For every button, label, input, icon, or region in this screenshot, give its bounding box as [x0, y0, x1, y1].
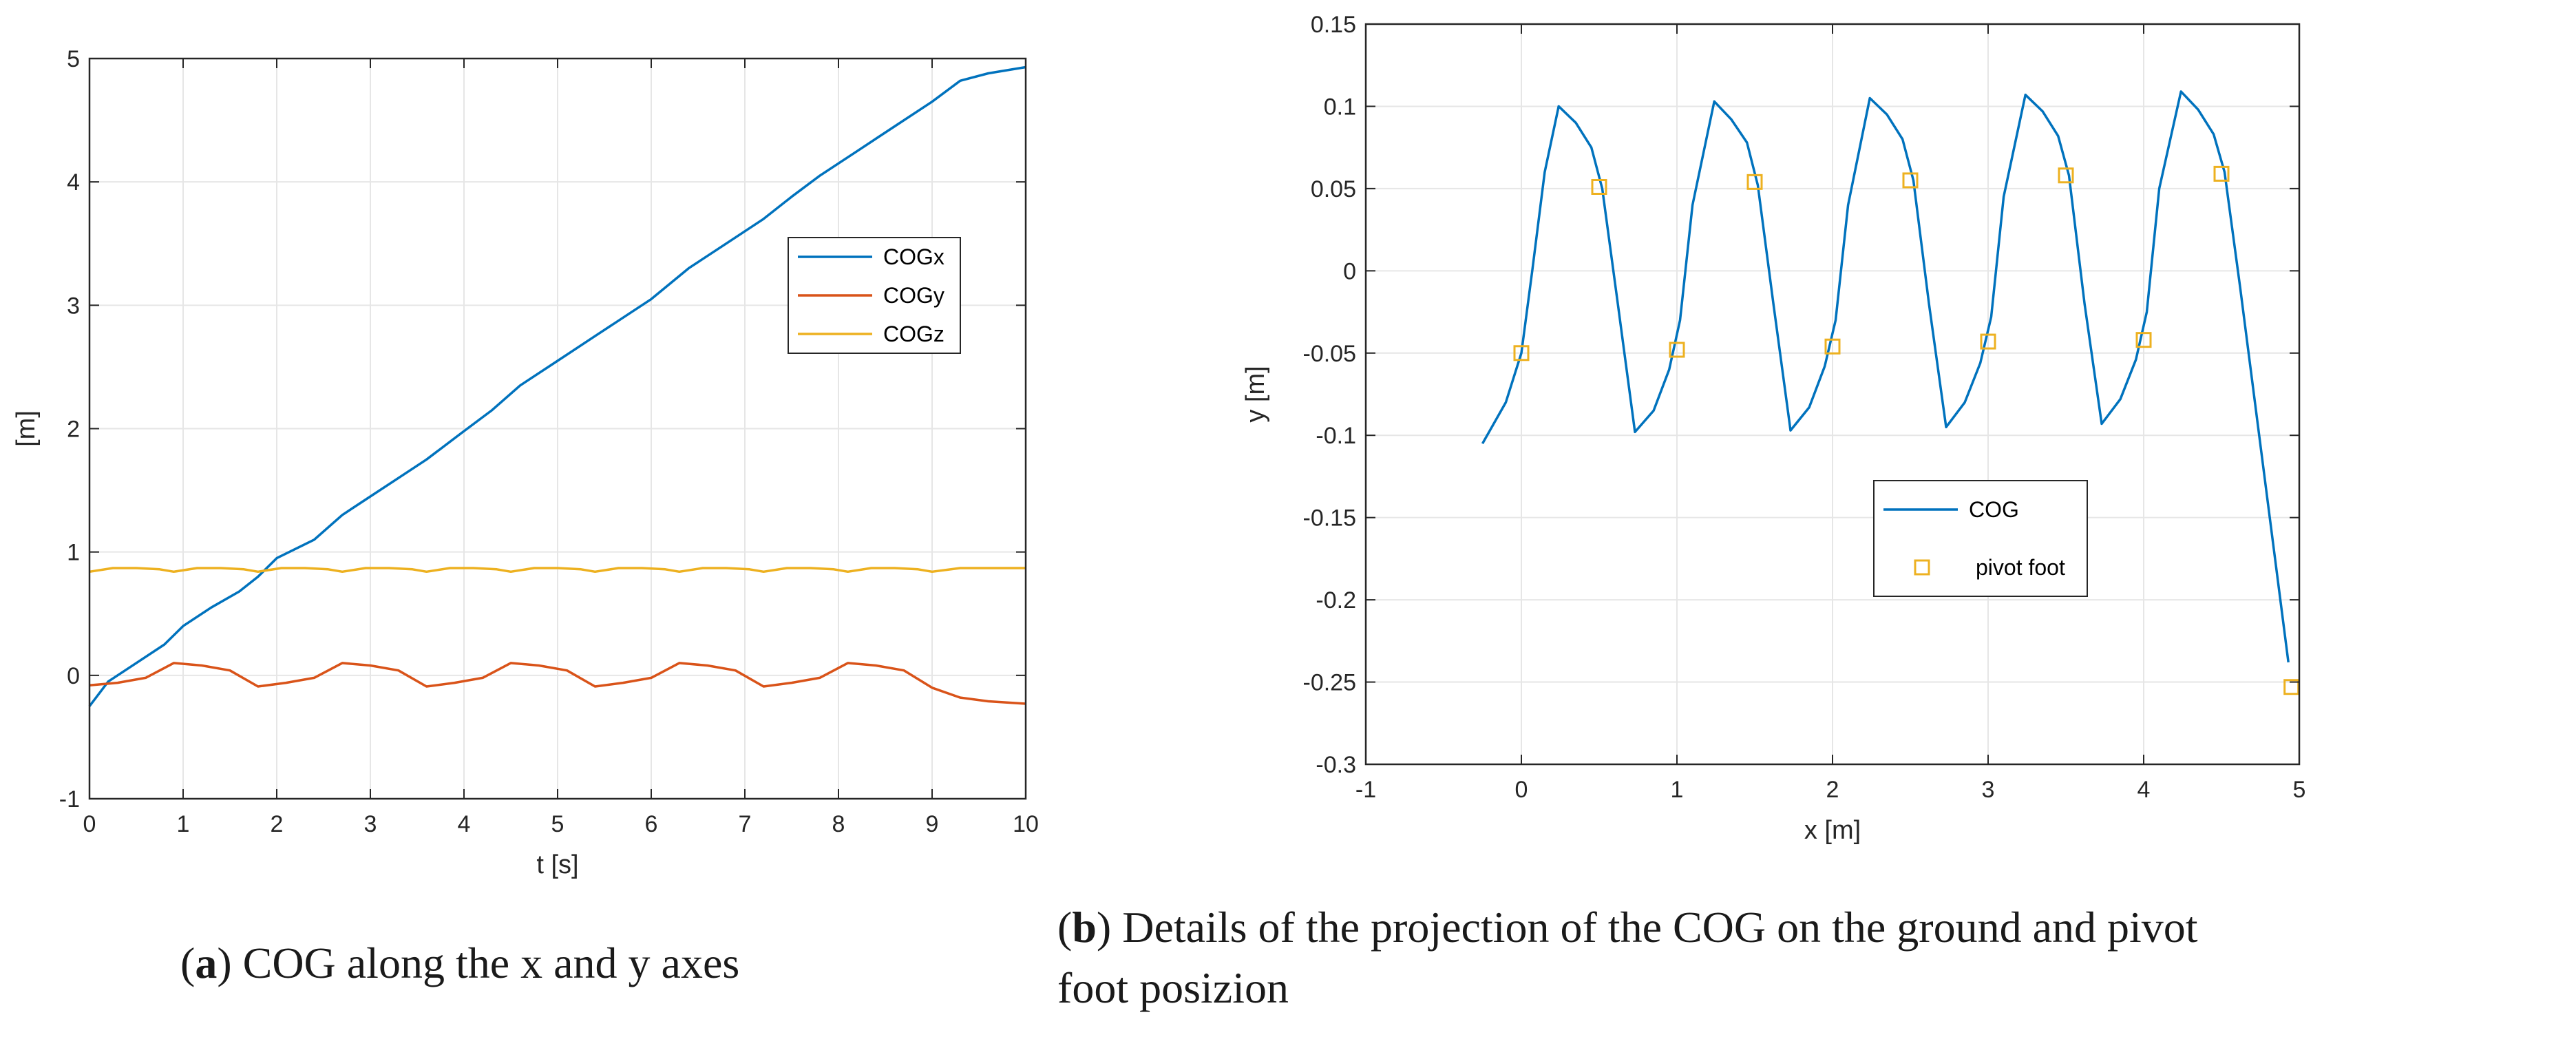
y-tick-label: 5 — [67, 46, 80, 72]
pivot-foot-marker — [1824, 338, 1841, 355]
y-tick-label: -0.25 — [1303, 670, 1357, 696]
x-tick-label: 1 — [1671, 777, 1684, 803]
pivot-foot-marker — [1513, 345, 1530, 361]
x-tick-label: 4 — [2137, 777, 2151, 803]
chart-b-cog-projection: -1 0 1 2 3 4 5 -0.3 -0.25 -0.2 -0.15 -0.1 -0.05 0 0.05… — [1241, 12, 2305, 845]
caption-b-letter: b — [1072, 903, 1097, 952]
series-line-cogx — [88, 65, 1026, 707]
caption-a-letter: a — [195, 939, 218, 987]
y-tick-label: -0.05 — [1303, 341, 1357, 367]
x-axis-label: t [s] — [536, 850, 578, 879]
y-tick-label: -0.1 — [1316, 423, 1356, 449]
pivot-foot-marker — [2213, 165, 2230, 182]
y-tick-label: 0 — [67, 663, 80, 689]
x-tick-label: -1 — [1355, 777, 1376, 803]
pivot-foot-marker — [2058, 167, 2074, 184]
x-tick-label: 8 — [832, 811, 845, 837]
y-tick-label: -0.2 — [1316, 587, 1356, 614]
legend-label: COG — [1969, 497, 2019, 522]
legend-label: COGx — [883, 244, 944, 269]
y-tick-label: 0.1 — [1324, 94, 1356, 120]
x-tick-label: 3 — [364, 811, 377, 837]
y-tick-label: -0.3 — [1316, 752, 1356, 778]
x-tick-label: 2 — [1826, 777, 1839, 803]
y-tick-label: -1 — [59, 786, 80, 813]
caption-b: (b) Details of the projection of the COG… — [1057, 903, 2198, 1012]
legend-box — [1873, 480, 2088, 597]
pivot-foot-marker — [1902, 172, 1919, 189]
x-tick-label: 5 — [551, 811, 564, 837]
y-tick-label: 4 — [67, 169, 80, 196]
y-tick-label: -0.15 — [1303, 505, 1357, 532]
legend-label: COGz — [883, 322, 944, 346]
x-tick-label: 3 — [1982, 777, 1995, 803]
x-tick-label: 1 — [177, 811, 190, 837]
pivot-foot-marker — [1591, 179, 1607, 195]
x-tick-label: 10 — [1013, 811, 1039, 837]
x-tick-label: 4 — [458, 811, 471, 837]
y-axis-label: [m] — [12, 410, 41, 447]
legend-label: COGy — [883, 283, 944, 308]
pivot-foot-marker — [1669, 342, 1685, 358]
pivot-foot-marker — [1746, 174, 1763, 190]
pivot-foot-marker — [1980, 333, 1996, 350]
caption-b-text-line1: ) Details of the projection of the COG o… — [1096, 903, 2198, 952]
x-tick-label: 0 — [83, 811, 96, 837]
y-tick-label: 0.15 — [1311, 12, 1356, 38]
x-tick-label: 6 — [645, 811, 658, 837]
legend: COG pivot foot — [1873, 480, 2088, 597]
legend: COGx COGy COGz — [788, 237, 961, 354]
x-tick-label: 5 — [2293, 777, 2306, 803]
y-tick-label: 1 — [67, 540, 80, 566]
x-tick-label: 0 — [1515, 777, 1528, 803]
x-tick-label: 9 — [926, 811, 939, 837]
x-axis-label: x [m] — [1804, 816, 1861, 845]
y-tick-label: 0.05 — [1311, 176, 1356, 202]
series-line-cog — [1481, 90, 2290, 663]
y-tick-label: 2 — [67, 417, 80, 443]
pivot-foot-marker — [2135, 332, 2152, 348]
pivot-foot-marker — [2283, 679, 2300, 695]
x-tick-label: 7 — [739, 811, 752, 837]
caption-b-text-line2: foot posizion — [1057, 963, 1289, 1012]
caption-a-text: ) COG along the x and y axes — [217, 939, 740, 987]
y-tick-label: 0 — [1343, 258, 1356, 284]
series-line-cogy — [89, 662, 1026, 705]
legend-label: pivot foot — [1976, 555, 2065, 580]
x-tick-label: 2 — [271, 811, 284, 837]
y-axis-label: y [m] — [1241, 366, 1270, 422]
y-tick-label: 3 — [67, 293, 80, 319]
caption-a: (a) COG along the x and y axes — [180, 939, 740, 987]
series-line-cogz — [89, 567, 1026, 574]
legend-marker-pivot-foot — [1914, 559, 1930, 576]
